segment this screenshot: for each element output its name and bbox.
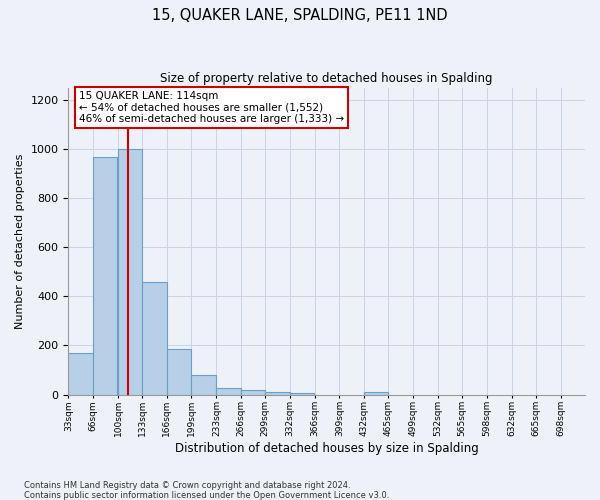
Bar xyxy=(217,388,241,394)
Bar xyxy=(191,375,215,394)
Title: Size of property relative to detached houses in Spalding: Size of property relative to detached ho… xyxy=(160,72,493,86)
Bar xyxy=(118,150,142,394)
Text: 15, QUAKER LANE, SPALDING, PE11 1ND: 15, QUAKER LANE, SPALDING, PE11 1ND xyxy=(152,8,448,22)
Bar xyxy=(241,390,265,394)
Bar xyxy=(93,156,117,394)
Text: Contains HM Land Registry data © Crown copyright and database right 2024.: Contains HM Land Registry data © Crown c… xyxy=(24,480,350,490)
X-axis label: Distribution of detached houses by size in Spalding: Distribution of detached houses by size … xyxy=(175,442,479,455)
Text: 15 QUAKER LANE: 114sqm
← 54% of detached houses are smaller (1,552)
46% of semi-: 15 QUAKER LANE: 114sqm ← 54% of detached… xyxy=(79,91,344,124)
Y-axis label: Number of detached properties: Number of detached properties xyxy=(15,154,25,329)
Text: Contains public sector information licensed under the Open Government Licence v3: Contains public sector information licen… xyxy=(24,490,389,500)
Bar xyxy=(265,392,290,394)
Bar xyxy=(68,353,93,395)
Bar xyxy=(142,282,167,395)
Bar xyxy=(364,392,388,394)
Bar xyxy=(167,349,191,395)
